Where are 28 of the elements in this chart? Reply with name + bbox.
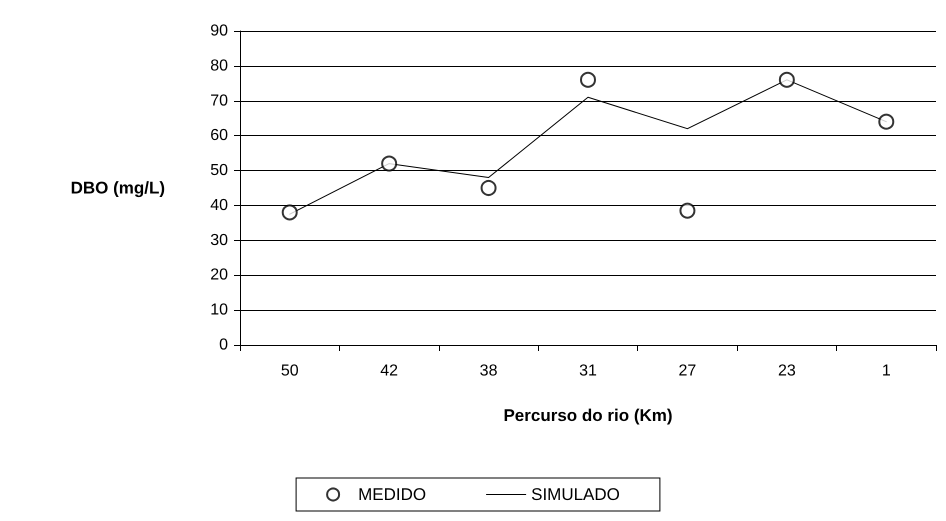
- y-tick-label: 60: [210, 127, 228, 144]
- point: [580, 72, 596, 88]
- point: [381, 156, 398, 172]
- legend-label: MEDIDO: [358, 485, 426, 504]
- point: [282, 204, 298, 220]
- legend-label: SIMULADO: [531, 485, 620, 504]
- x-tick-label: 38: [480, 362, 498, 380]
- point: [778, 72, 795, 88]
- point: [878, 114, 894, 130]
- x-axis-title: Percurso do rio (Km): [503, 406, 673, 425]
- y-tick-label: 90: [210, 22, 228, 40]
- point: [679, 202, 696, 219]
- y-tick-label: 20: [210, 266, 228, 284]
- y-tick-label: 0: [219, 336, 228, 354]
- y-tick-label: 50: [210, 162, 228, 180]
- y-tick-label: 70: [210, 92, 228, 110]
- x-tick-label: 23: [778, 362, 796, 380]
- x-tick-label: 42: [380, 362, 398, 380]
- x-tick-label: 31: [579, 362, 597, 380]
- x-tick-label: 1: [882, 362, 891, 380]
- y-tick-label: 10: [210, 302, 228, 319]
- point: [480, 180, 497, 196]
- y-tick-label: 40: [210, 196, 228, 214]
- x-tick-label: 50: [280, 362, 299, 380]
- x-tick-label: 27: [678, 362, 696, 380]
- y-tick-label: 30: [210, 232, 228, 249]
- y-axis-title: DBO (mg/L): [70, 178, 165, 198]
- y-tick-label: 80: [210, 57, 228, 74]
